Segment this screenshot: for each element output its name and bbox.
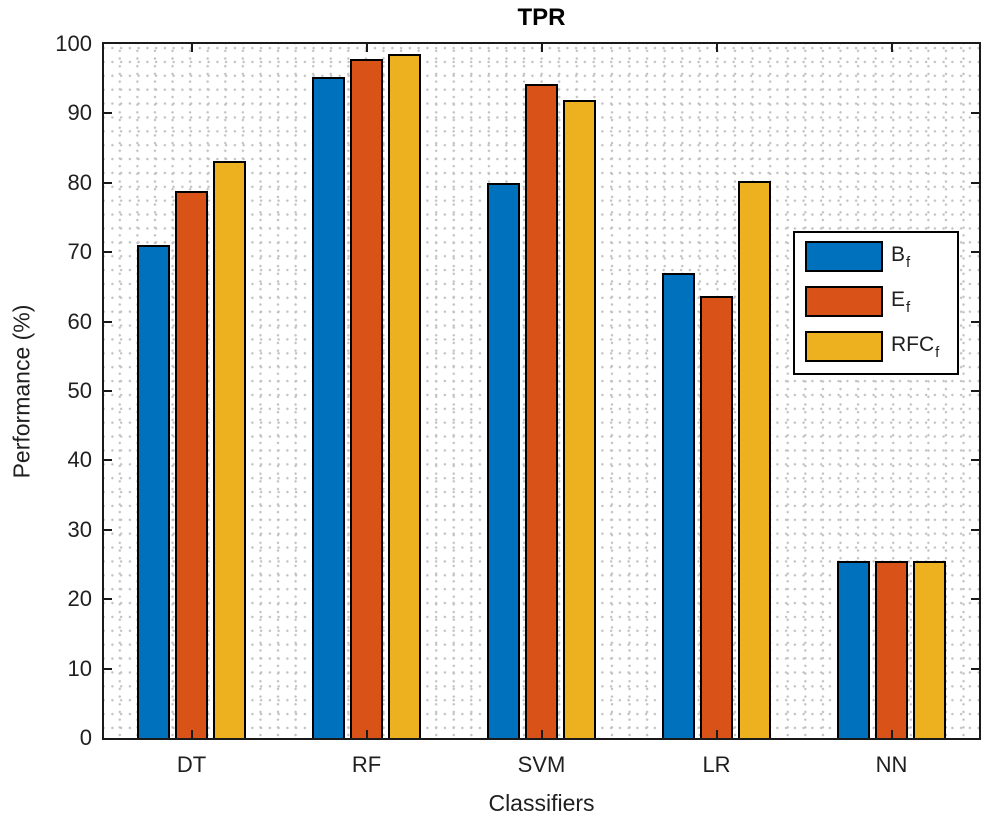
bar-lr-b_f	[662, 273, 695, 738]
x-tick-label-dt: DT	[176, 752, 207, 777]
bar-dt-e_f	[175, 191, 208, 738]
legend-label-b_f: Bf	[891, 243, 910, 271]
x-tick-label-svm: SVM	[517, 752, 566, 777]
y-tick-left	[104, 598, 112, 601]
y-tick-label: 10	[67, 655, 92, 681]
bar-dt-rfc_f	[213, 160, 246, 738]
legend-label-rfc_f: RFCf	[891, 333, 939, 361]
bar-rf-b_f	[312, 77, 345, 738]
x-tick-label-lr: LR	[702, 752, 731, 777]
legend-label-sub: f	[906, 299, 911, 316]
y-tick-label: 70	[67, 239, 92, 265]
x-tick-top	[715, 44, 718, 52]
x-tick-top	[190, 44, 193, 52]
y-tick-left	[104, 390, 112, 392]
x-tick-label-nn: NN	[875, 752, 908, 777]
x-tick-bottom	[190, 730, 193, 738]
y-tick-left	[104, 112, 112, 115]
y-tick-left	[104, 251, 112, 254]
x-tick-top	[365, 44, 368, 52]
legend-swatch-e_f	[805, 286, 883, 317]
legend-label-sub: f	[906, 254, 911, 271]
y-tick-right	[971, 320, 979, 323]
y-tick-right	[971, 667, 979, 670]
y-tick-right	[971, 459, 979, 462]
chart-title: TPR	[517, 4, 566, 31]
bar-nn-e_f	[875, 561, 908, 738]
y-tick-label: 20	[67, 586, 92, 612]
legend-label-sub: f	[935, 344, 940, 361]
bar-lr-e_f	[700, 295, 733, 738]
y-tick-right	[971, 528, 979, 531]
y-tick-left	[104, 459, 112, 462]
legend-label-main: RFC	[891, 333, 935, 356]
bar-rf-rfc_f	[388, 54, 421, 738]
legend-row-rfc_f: RFCf	[795, 331, 957, 371]
x-tick-bottom	[890, 730, 893, 738]
y-tick-right	[971, 251, 979, 254]
x-tick-top	[890, 44, 893, 52]
y-tick-label: 40	[67, 447, 92, 473]
y-tick-label: 30	[67, 516, 92, 542]
y-tick-right	[971, 598, 979, 601]
bar-dt-b_f	[137, 245, 170, 738]
bar-nn-rfc_f	[913, 561, 946, 738]
plot-area	[102, 42, 981, 740]
legend-row-b_f: Bf	[795, 241, 957, 281]
y-tick-left	[104, 320, 112, 323]
legend-swatch-rfc_f	[805, 331, 883, 362]
y-tick-left	[104, 528, 112, 531]
y-tick-label: 80	[67, 169, 92, 195]
x-tick-bottom	[540, 730, 543, 738]
x-tick-bottom	[715, 730, 718, 738]
bar-lr-rfc_f	[738, 180, 771, 738]
bar-svm-rfc_f	[563, 99, 596, 738]
y-tick-label: 60	[67, 308, 92, 334]
legend-label-main: E	[891, 288, 906, 311]
y-tick-label: 90	[67, 100, 92, 126]
legend-swatch-b_f	[805, 241, 883, 272]
y-tick-label: 100	[55, 31, 92, 56]
y-tick-left	[104, 181, 112, 184]
bar-nn-b_f	[837, 561, 870, 738]
y-tick-right	[971, 181, 979, 184]
legend-label-main: B	[891, 243, 906, 266]
legend-label-e_f: Ef	[891, 288, 910, 316]
x-tick-label-rf: RF	[351, 752, 382, 777]
y-tick-label: 0	[79, 725, 92, 750]
legend-row-e_f: Ef	[795, 286, 957, 326]
y-tick-left	[104, 667, 112, 670]
bar-rf-e_f	[350, 59, 383, 738]
bar-svm-e_f	[525, 83, 558, 738]
legend: Bf Ef RFCf	[793, 231, 959, 375]
bar-svm-b_f	[487, 182, 520, 738]
y-tick-right	[971, 112, 979, 115]
y-tick-label: 50	[67, 378, 92, 403]
x-tick-bottom	[365, 730, 368, 738]
x-axis-label: Classifiers	[488, 790, 595, 816]
x-tick-top	[540, 44, 543, 52]
y-tick-right	[971, 390, 979, 392]
